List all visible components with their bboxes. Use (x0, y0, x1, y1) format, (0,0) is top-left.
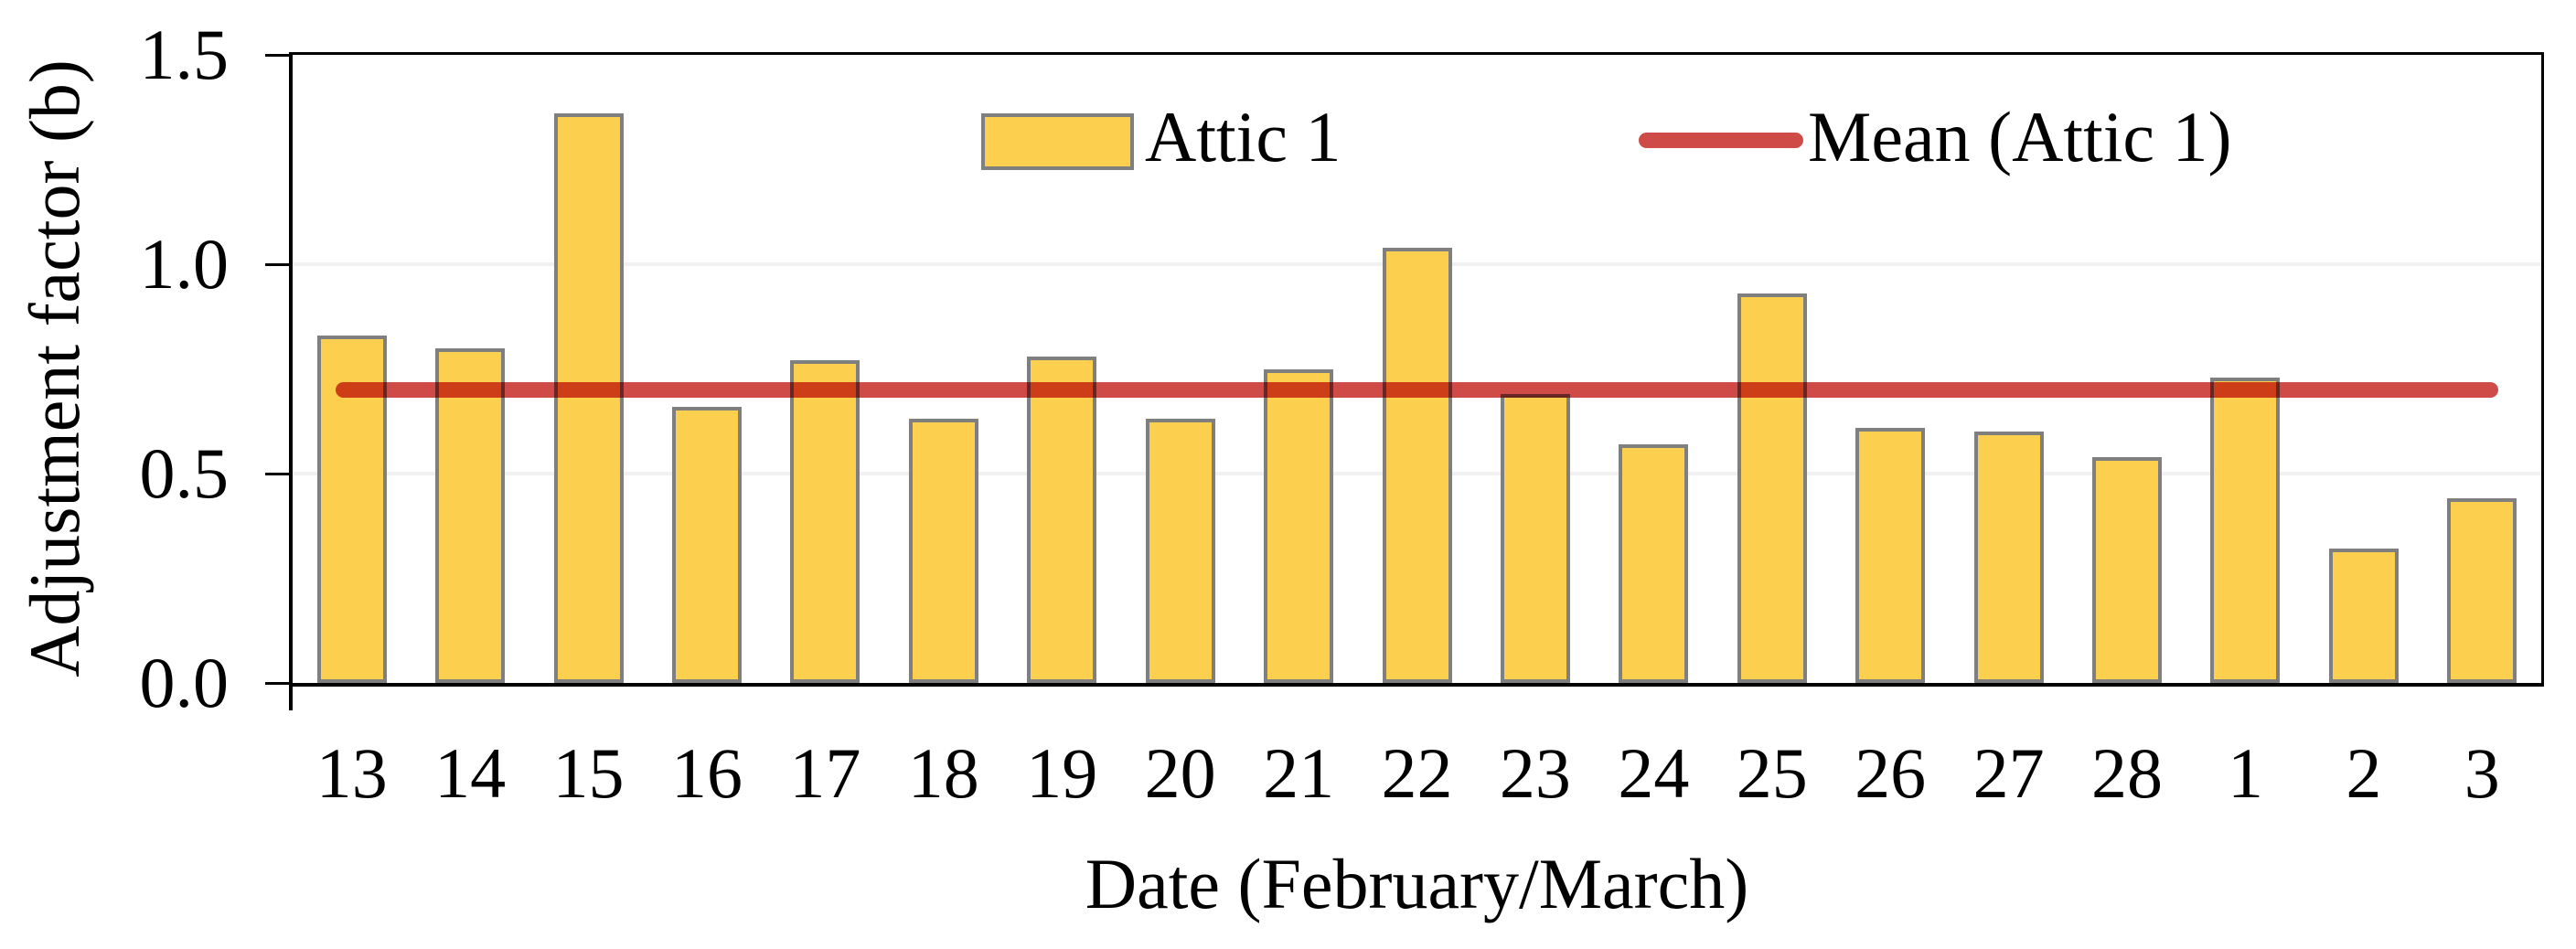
bar-19 (1027, 356, 1097, 683)
bar-3 (2447, 498, 2517, 683)
y-tick-1 (265, 262, 289, 266)
bar-27 (1973, 432, 2044, 683)
x-tick-label-2: 2 (2346, 733, 2382, 813)
bar-20 (1145, 419, 1215, 683)
bar-21 (1264, 368, 1334, 683)
x-tick-label-17: 17 (789, 733, 861, 813)
x-tick-label-27: 27 (1972, 733, 2045, 813)
y-tick-label-1.5: 1.5 (139, 15, 230, 94)
y-tick-0.5 (265, 472, 289, 475)
x-tick-label-22: 22 (1381, 733, 1453, 813)
bar-1 (2210, 377, 2281, 683)
y-axis-title: Adjustment factor (b) (15, 59, 94, 677)
bar-16 (671, 406, 742, 683)
bar-22 (1382, 247, 1452, 683)
bar-23 (1500, 393, 1570, 683)
x-tick-label-14: 14 (434, 733, 507, 813)
bar-28 (2092, 456, 2163, 683)
y-tick-0 (265, 681, 289, 685)
axis-corner-stub (289, 687, 293, 710)
legend-label-attic: Attic 1 (1145, 97, 1341, 176)
x-tick-label-24: 24 (1618, 733, 1690, 813)
x-tick-label-25: 25 (1736, 733, 1808, 813)
x-tick-label-20: 20 (1144, 733, 1216, 813)
bar-26 (1855, 427, 1926, 683)
x-tick-label-15: 15 (552, 733, 625, 813)
x-tick-label-19: 19 (1026, 733, 1098, 813)
legend-line-swatch (1639, 133, 1803, 148)
x-tick-label-28: 28 (2091, 733, 2164, 813)
y-tick-label-0: 0.0 (139, 643, 230, 722)
legend-label-mean: Mean (Attic 1) (1808, 97, 2232, 176)
x-axis-title: Date (February/March) (1085, 844, 1749, 923)
bar-18 (908, 419, 978, 683)
x-tick-label-1: 1 (2227, 733, 2263, 813)
y-tick-label-0.5: 0.5 (139, 433, 230, 513)
x-tick-label-3: 3 (2464, 733, 2500, 813)
mean-line (335, 381, 2499, 398)
x-tick-label-18: 18 (907, 733, 979, 813)
x-tick-label-26: 26 (1855, 733, 1927, 813)
y-tick-label-1: 1.0 (139, 224, 230, 304)
bar-25 (1737, 293, 1807, 683)
x-tick-label-13: 13 (315, 733, 388, 813)
bar-2 (2328, 549, 2399, 683)
x-tick-label-23: 23 (1499, 733, 1571, 813)
bar-14 (435, 347, 506, 683)
x-tick-label-21: 21 (1263, 733, 1335, 813)
bar-15 (553, 113, 624, 683)
legend-bar-swatch (981, 113, 1134, 170)
y-tick-1.5 (265, 53, 289, 57)
plot-area (289, 52, 2544, 687)
bar-17 (790, 360, 860, 683)
bar-24 (1619, 443, 1689, 683)
x-tick-label-16: 16 (670, 733, 743, 813)
